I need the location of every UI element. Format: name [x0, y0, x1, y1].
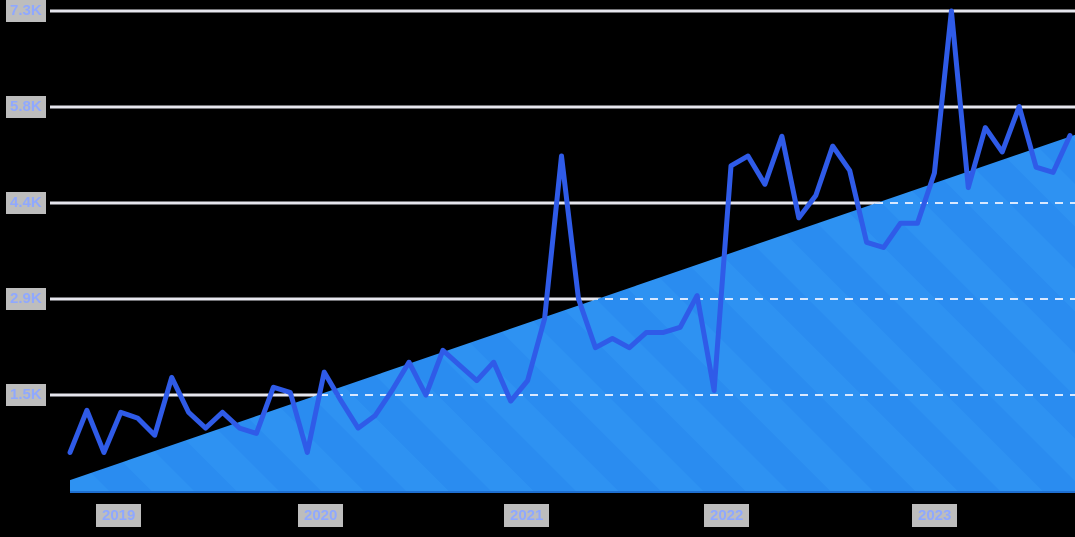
- x-tick-label: 2022: [704, 504, 750, 527]
- value-line: [67, 8, 1073, 455]
- y-tick-label: 2.9K: [6, 288, 46, 310]
- x-tick-label: 2021: [504, 504, 550, 527]
- y-tick-label: 5.8K: [6, 96, 46, 118]
- y-tick-label: 1.5K: [6, 384, 46, 406]
- y-tick-label: 7.3K: [6, 0, 46, 22]
- y-tick-label: 4.4K: [6, 192, 46, 214]
- x-tick-label: 2019: [96, 504, 142, 527]
- trend-area: [70, 134, 1075, 493]
- x-tick-label: 2023: [912, 504, 958, 527]
- x-tick-label: 2020: [298, 504, 344, 527]
